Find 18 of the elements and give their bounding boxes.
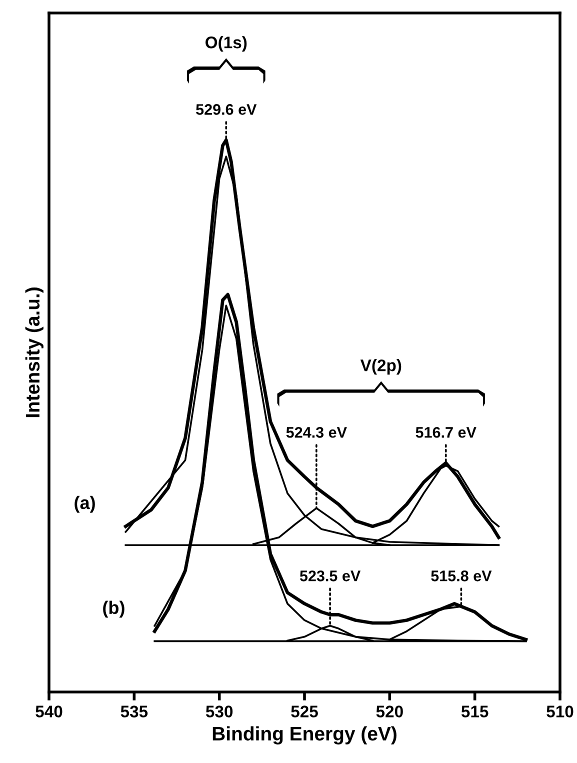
annotation: 523.5 eV [300, 570, 361, 582]
x-axis-title: Binding Energy (eV) [212, 726, 396, 744]
x-tick-label: 540 [36, 706, 62, 718]
series-label: (a) [74, 496, 95, 513]
x-tick-label: 510 [546, 706, 574, 718]
annotation: 515.8 eV [431, 570, 492, 582]
series-label: (b) [103, 600, 124, 618]
annotation: 524.3 eV [286, 426, 347, 438]
annotation: 529.6 eV [196, 104, 257, 115]
annotation: V(2p) [360, 359, 402, 375]
x-tick-label: 515 [461, 706, 488, 718]
y-axis-title: Intensity (a.u.) [25, 288, 44, 418]
x-tick-label: 525 [291, 706, 318, 718]
text: O(1s) [206, 36, 247, 52]
annotation: 516.7 eV [416, 426, 476, 438]
x-tick-label: 530 [206, 706, 233, 718]
x-tick-label: 535 [120, 706, 148, 718]
x-tick-label: 520 [376, 706, 403, 718]
